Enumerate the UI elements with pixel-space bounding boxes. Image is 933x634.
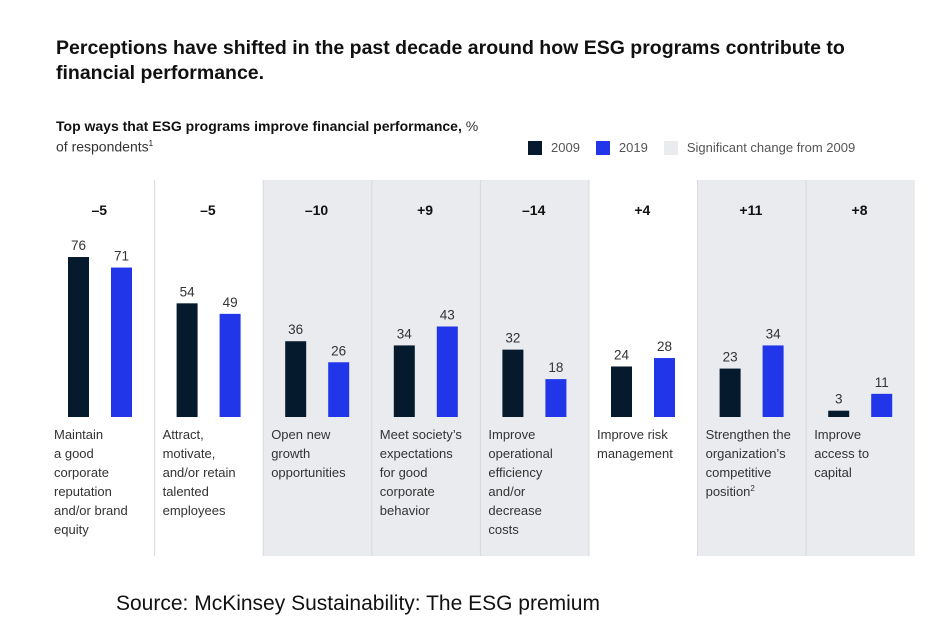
legend-label-2009: 2009	[551, 140, 580, 155]
data-label-2009: 32	[505, 331, 520, 346]
data-label-2009: 23	[723, 350, 738, 365]
bar-2009	[828, 410, 850, 417]
data-label-2019: 11	[875, 375, 889, 390]
category-label: Improve operational efficiency and/or decrea…	[488, 427, 552, 537]
data-label-2009: 54	[180, 284, 196, 299]
data-label-2019: 34	[766, 326, 782, 341]
bar-2019	[654, 358, 675, 417]
change-label: +9	[417, 202, 433, 218]
data-label-2019: 49	[223, 295, 238, 310]
change-label: –14	[522, 202, 546, 218]
category-label: Attract, motivate, and/or retain talented em…	[163, 427, 236, 518]
change-label: +8	[852, 202, 868, 218]
bar-2009	[719, 368, 741, 417]
data-label-2019: 18	[548, 360, 563, 375]
bar-2019	[436, 326, 458, 417]
change-label: +4	[634, 202, 650, 218]
bar-2009	[68, 257, 89, 417]
chart-subtitle: Top ways that ESG programs improve finan…	[56, 117, 486, 156]
legend: 2009 2019 Significant change from 2009	[528, 140, 871, 155]
significant-panel-4	[371, 180, 481, 556]
legend-item-2009: 2009	[528, 140, 580, 155]
significant-panel-3	[263, 180, 372, 556]
legend-item-2019: 2019	[595, 140, 648, 155]
category-label: Meet society’s expectations for good corpor…	[380, 427, 463, 518]
bar-2009	[393, 345, 415, 417]
bar-2009	[176, 303, 198, 417]
data-label-2009: 24	[614, 347, 630, 362]
category-label: Strengthen the organization’s competitive p…	[706, 427, 791, 499]
significant-panel-7	[697, 180, 807, 556]
bar-2019	[545, 379, 567, 417]
bar-2019	[328, 362, 350, 417]
bar-2019	[219, 313, 241, 417]
legend-item-significant: Significant change from 2009	[663, 140, 856, 155]
bar-2019	[111, 267, 132, 417]
change-label: +11	[739, 202, 762, 218]
change-label: –5	[200, 202, 216, 218]
data-label-2019: 26	[331, 343, 346, 358]
bar-2009	[285, 341, 307, 417]
category-label: Open new growth opportunities	[271, 427, 346, 480]
data-label-2009: 36	[288, 322, 303, 337]
data-label-2009: 76	[71, 238, 86, 253]
change-label: –5	[92, 202, 108, 218]
category-label: Improve risk management	[597, 427, 673, 461]
subtitle-footnote: 1	[148, 139, 154, 148]
change-label: –10	[305, 202, 329, 218]
bar-2009	[502, 349, 524, 417]
legend-swatch-2009	[528, 140, 542, 155]
significant-panel-8	[806, 180, 915, 556]
chart-title: Perceptions have shifted in the past dec…	[56, 37, 845, 84]
data-label-2009: 34	[397, 326, 413, 341]
legend-label-significant: Significant change from 2009	[686, 140, 856, 155]
category-label: Improve access to capital	[814, 427, 869, 480]
legend-swatch-2019	[595, 140, 610, 155]
subtitle-bold: Top ways that ESG programs improve finan…	[56, 118, 462, 134]
category-label: Maintain a good corporate reputation and/or …	[54, 427, 128, 537]
significant-panel-5	[480, 180, 589, 556]
data-label-2019: 28	[657, 339, 672, 354]
data-label-2019: 43	[440, 307, 455, 322]
bar-2019	[762, 345, 784, 417]
bar-2009	[611, 366, 632, 417]
bar-2019	[871, 393, 893, 417]
legend-swatch-significant	[663, 140, 678, 155]
source-note: Source: McKinsey Sustainability: The ESG…	[116, 592, 600, 615]
data-label-2019: 71	[114, 249, 129, 264]
subtitle-unit: % of respondents	[56, 118, 479, 155]
legend-label-2019: 2019	[618, 140, 648, 155]
data-label-2009: 3	[835, 392, 843, 407]
